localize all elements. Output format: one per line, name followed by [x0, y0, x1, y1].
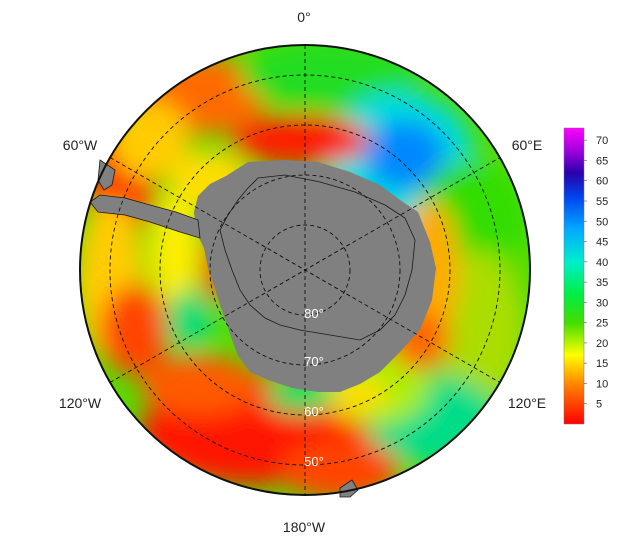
colorbar-tick-label: 10 [596, 378, 608, 390]
colorbar-tick-label: 15 [596, 358, 608, 370]
antarctica-coastline [219, 174, 416, 341]
colorbar-tick-label: 5 [596, 399, 602, 411]
colorbar-tick-label: 70 [596, 135, 608, 147]
antarctica-land [194, 160, 436, 392]
colorbar-tick-label: 40 [596, 257, 608, 269]
label-60e: 60°E [512, 137, 543, 153]
south-america-tip [97, 159, 116, 191]
new-zealand-island [339, 479, 359, 498]
colorbar-tick-label: 20 [596, 338, 608, 350]
label-180w: 180°W [283, 519, 326, 535]
colorbar-tick-label: 65 [596, 155, 608, 167]
label-0: 0° [297, 9, 310, 25]
map-boundary [79, 44, 531, 496]
colorbar-tick-label: 50 [596, 216, 608, 228]
colorbar [563, 127, 585, 425]
colorbar-tick-label: 35 [596, 277, 608, 289]
lat-60: 60° [304, 404, 324, 419]
label-60w: 60°W [63, 137, 98, 153]
colorbar-tick-label: 55 [596, 196, 608, 208]
lat-50: 50° [304, 454, 324, 469]
graticule [109, 45, 501, 495]
colorbar-tick-label: 25 [596, 318, 608, 330]
antarctic-peninsula [89, 194, 201, 239]
lat-80: 80° [304, 306, 324, 321]
colorbar-ticks: 70 65 60 55 50 45 40 35 30 25 20 15 10 5 [584, 135, 608, 411]
colorbar-tick-label: 30 [596, 297, 608, 309]
lat-70: 70° [304, 354, 324, 369]
label-120w: 120°W [59, 395, 102, 411]
label-120e: 120°E [508, 395, 546, 411]
colorbar-tick-label: 60 [596, 176, 608, 188]
colorbar-tick-label: 45 [596, 237, 608, 249]
